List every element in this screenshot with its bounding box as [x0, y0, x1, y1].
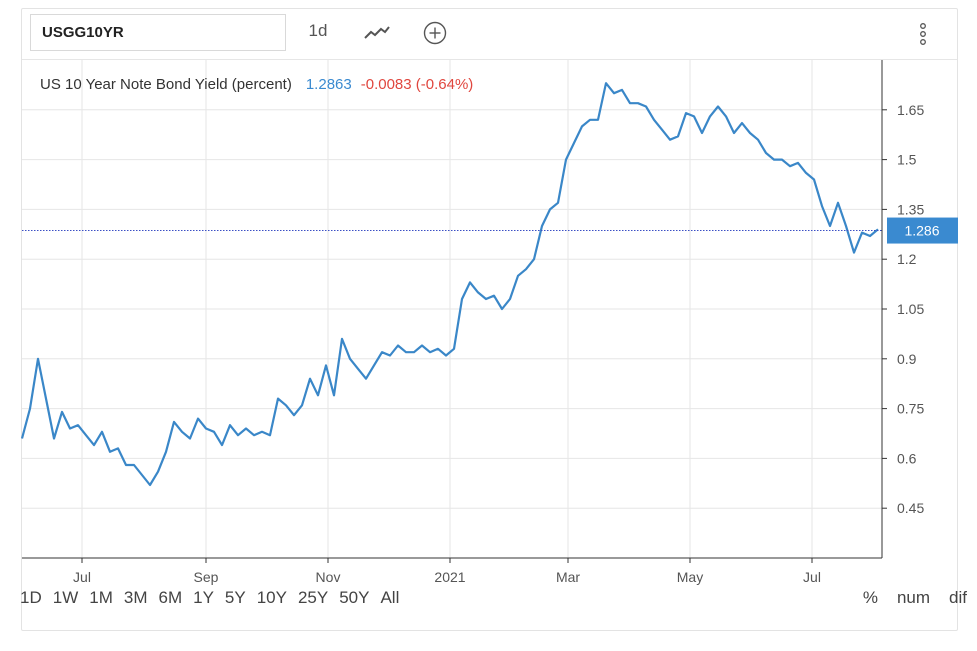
range-selector: 1D 1W 1M 3M 6M 1Y 5Y 10Y 25Y 50Y All — [20, 588, 410, 608]
line-chart-icon[interactable] — [362, 21, 392, 45]
x-tick-label: 2021 — [434, 569, 465, 585]
x-tick-label: Sep — [194, 569, 219, 585]
interval-selector[interactable]: 1d — [308, 21, 328, 40]
plus-circle-icon[interactable] — [422, 20, 448, 46]
mode-button-percent[interactable]: % — [862, 588, 878, 607]
y-tick-label: 0.75 — [897, 401, 924, 417]
range-button-1d[interactable]: 1D — [20, 588, 42, 607]
y-tick-label: 1.2 — [897, 251, 917, 267]
vertical-dots-icon[interactable] — [914, 21, 932, 47]
mode-selector: % num dif — [844, 588, 967, 608]
legend-change: -0.0083 (-0.64%) — [360, 76, 474, 93]
chart-widget: USGG10YR 1d — [21, 8, 958, 631]
range-button-25y[interactable]: 25Y — [297, 588, 329, 607]
range-button-3m[interactable]: 3M — [123, 588, 148, 607]
mode-button-dif[interactable]: dif — [949, 588, 967, 607]
range-button-50y[interactable]: 50Y — [339, 588, 370, 607]
range-button-5y[interactable]: 5Y — [224, 588, 246, 607]
legend-series-name: US 10 Year Note Bond Yield (percent) — [40, 76, 292, 93]
chart-legend: US 10 Year Note Bond Yield (percent) 1.28… — [40, 76, 473, 93]
y-tick-label: 1.5 — [897, 152, 917, 168]
range-button-all[interactable]: All — [380, 588, 400, 607]
range-button-10y[interactable]: 10Y — [256, 588, 287, 607]
mode-button-num[interactable]: num — [896, 588, 931, 607]
toolbar: USGG10YR 1d — [22, 9, 957, 60]
y-tick-label: 0.6 — [897, 450, 917, 466]
range-button-1m[interactable]: 1M — [89, 588, 113, 607]
range-button-1y[interactable]: 1Y — [193, 588, 214, 607]
x-tick-label: May — [677, 569, 703, 585]
y-tick-label: 1.05 — [897, 301, 924, 317]
series-line — [20, 82, 879, 487]
y-tick-label: 1.35 — [897, 201, 924, 217]
y-tick-label: 0.9 — [897, 351, 917, 367]
x-tick-label: Jul — [803, 569, 821, 585]
price-tag-label: 1.286 — [904, 223, 939, 239]
x-tick-label: Nov — [316, 569, 341, 585]
y-tick-label: 0.45 — [897, 500, 924, 516]
x-tick-label: Jul — [73, 569, 91, 585]
range-button-6m[interactable]: 6M — [158, 588, 183, 607]
symbol-input[interactable]: USGG10YR — [30, 14, 286, 51]
legend-price: 1.2863 — [305, 76, 352, 93]
price-tag — [887, 217, 958, 244]
x-tick-label: Mar — [556, 569, 580, 585]
y-tick-label: 1.65 — [897, 102, 924, 118]
range-button-1w[interactable]: 1W — [52, 588, 79, 607]
